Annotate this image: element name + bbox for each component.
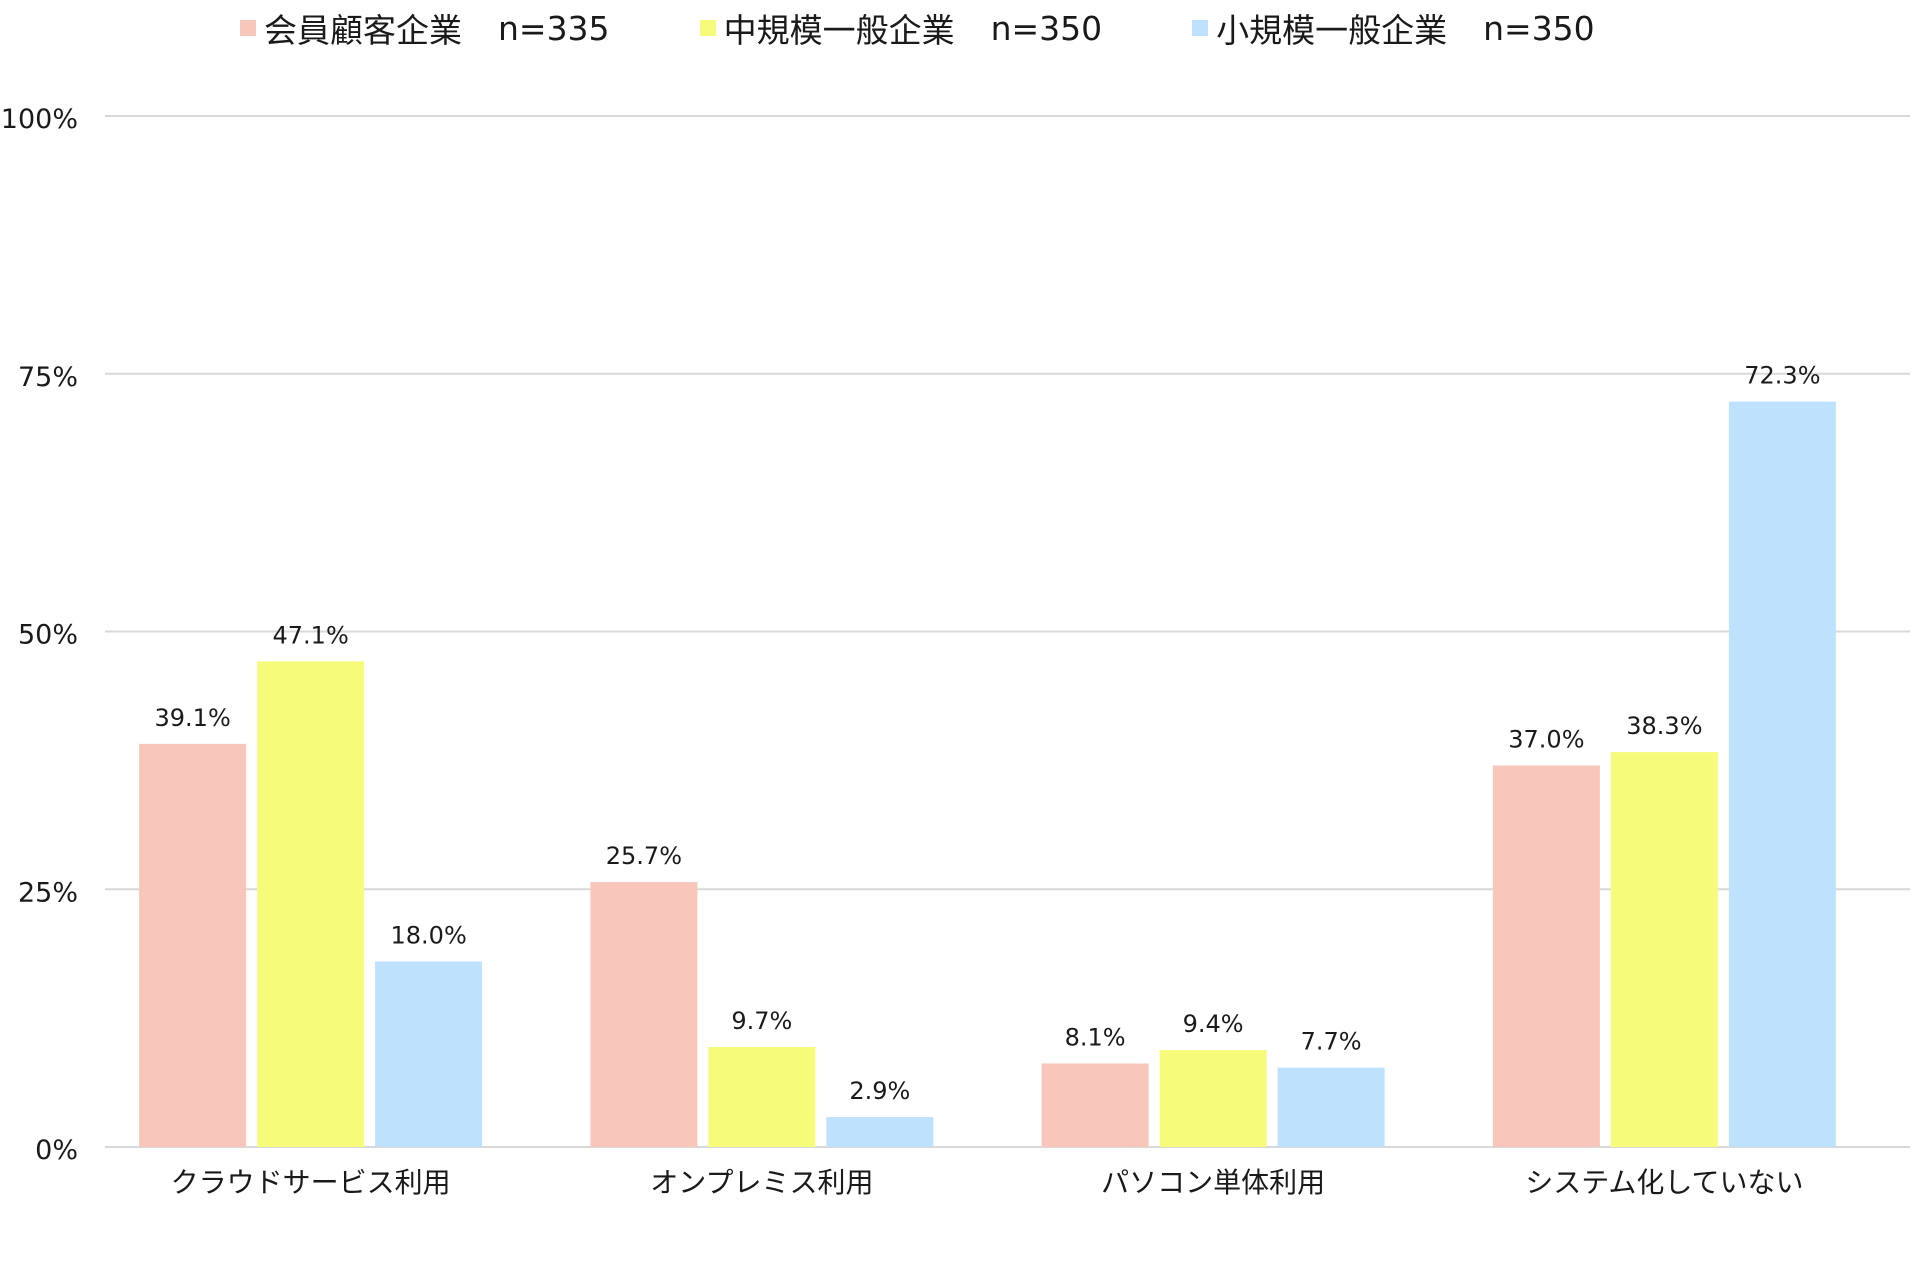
- data-label: 25.7%: [606, 842, 682, 870]
- legend-label-small: 小規模一般企業: [1216, 11, 1448, 50]
- data-label: 38.3%: [1626, 712, 1702, 740]
- bar-3-2: [1728, 401, 1836, 1147]
- bar-2-1: [1159, 1050, 1267, 1147]
- data-label: 7.7%: [1301, 1028, 1362, 1056]
- bar-0-0: [139, 743, 247, 1147]
- legend: 会員顧客企業 n=335 中規模一般企業 n=350 小規模一般企業 n=350: [240, 4, 1685, 52]
- legend-n-medium: n=350: [990, 8, 1103, 48]
- data-label: 72.3%: [1744, 362, 1820, 390]
- legend-label-medium: 中規模一般企業: [723, 11, 955, 50]
- x-category-label: パソコン単体利用: [1101, 1166, 1325, 1199]
- legend-n-members: n=335: [498, 8, 610, 48]
- legend-n-small: n=350: [1483, 8, 1595, 48]
- bar-3-1: [1610, 752, 1718, 1147]
- data-label: 37.0%: [1508, 726, 1584, 754]
- x-category-label: システム化していない: [1525, 1166, 1803, 1199]
- bar-2-2: [1277, 1067, 1385, 1147]
- legend-swatch-medium: [699, 20, 716, 36]
- data-label: 39.1%: [155, 704, 231, 732]
- data-label: 47.1%: [273, 621, 349, 649]
- y-tick-label: 0%: [35, 1135, 78, 1166]
- y-tick-label: 100%: [1, 104, 78, 135]
- bar-1-0: [590, 882, 698, 1147]
- y-tick-label: 50%: [18, 620, 78, 651]
- y-tick-label: 75%: [18, 362, 78, 393]
- legend-item-small: 小規模一般企業 n=350: [1192, 4, 1595, 52]
- x-category-label: オンプレミス利用: [650, 1166, 873, 1199]
- data-label: 18.0%: [391, 921, 467, 949]
- bar-3-0: [1492, 765, 1600, 1147]
- data-label: 8.1%: [1065, 1023, 1126, 1051]
- legend-item-medium: 中規模一般企業 n=350: [699, 4, 1103, 52]
- legend-label-members: 会員顧客企業: [264, 11, 462, 50]
- legend-swatch-small: [1192, 20, 1209, 36]
- bar-2-0: [1041, 1063, 1149, 1147]
- data-label: 2.9%: [849, 1077, 910, 1105]
- legend-item-members: 会員顧客企業 n=335: [240, 4, 610, 52]
- bar-0-2: [375, 961, 483, 1147]
- data-label: 9.4%: [1183, 1010, 1244, 1038]
- x-category-label: クラウドサービス利用: [171, 1166, 451, 1199]
- y-tick-label: 25%: [18, 877, 78, 908]
- bar-1-1: [708, 1046, 816, 1147]
- legend-swatch-members: [240, 20, 256, 36]
- bar-1-2: [826, 1117, 934, 1147]
- bar-0-1: [257, 661, 365, 1147]
- data-label: 9.7%: [731, 1007, 792, 1035]
